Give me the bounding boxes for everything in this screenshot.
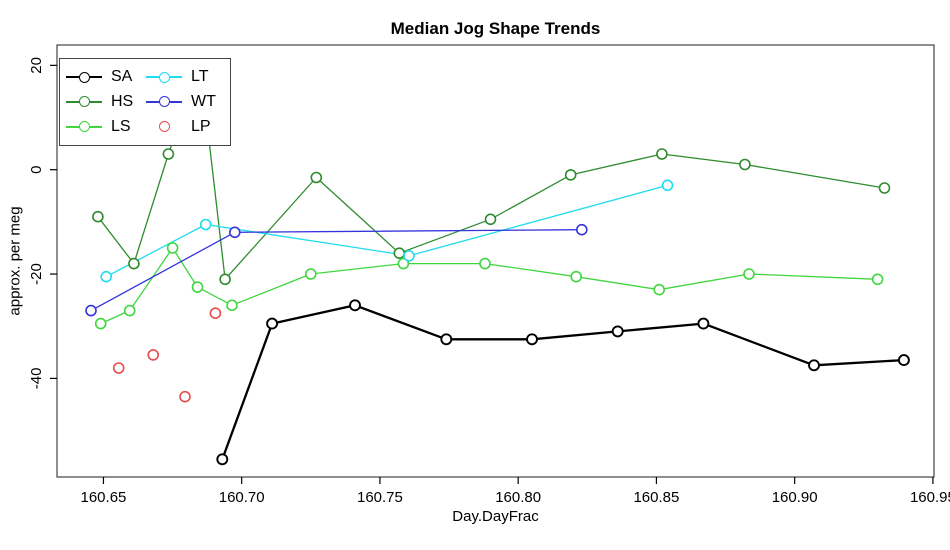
x-tick-label: 160.75 bbox=[357, 489, 403, 506]
data-point-LT bbox=[403, 250, 415, 262]
data-point-SA bbox=[897, 354, 910, 367]
data-point-LS bbox=[94, 317, 107, 330]
data-point-LS bbox=[871, 273, 884, 286]
legend-marker-icon bbox=[66, 120, 102, 133]
data-point-HS bbox=[128, 257, 140, 270]
series-line-HS bbox=[97, 63, 885, 280]
data-point-LP bbox=[112, 362, 125, 374]
legend-entry-wt: WT bbox=[146, 90, 230, 113]
legend-marker-icon bbox=[66, 95, 102, 108]
data-point-SA bbox=[349, 299, 361, 312]
y-tick-label: 20 bbox=[28, 57, 45, 74]
data-point-HS bbox=[310, 171, 323, 184]
data-point-SA bbox=[611, 325, 624, 338]
data-point-LS bbox=[226, 299, 238, 312]
legend-label: LT bbox=[191, 68, 209, 86]
series-line-SA bbox=[221, 304, 904, 460]
data-point-LS bbox=[570, 270, 583, 283]
data-point-HS bbox=[739, 158, 751, 171]
legend-label: HS bbox=[111, 92, 134, 110]
data-point-HS bbox=[878, 182, 891, 194]
legend-box: SA LT HS WT LS LP bbox=[59, 58, 231, 146]
legend-marker-icon bbox=[146, 95, 182, 108]
series-line-LT bbox=[105, 184, 668, 278]
legend-label: LP bbox=[191, 117, 211, 135]
y-axis-title: approx. per meg bbox=[6, 206, 24, 316]
data-point-SA bbox=[440, 333, 453, 346]
data-point-HS bbox=[484, 213, 497, 226]
data-point-LS bbox=[479, 257, 491, 270]
legend-label: WT bbox=[191, 92, 216, 110]
data-point-WT bbox=[85, 304, 97, 317]
data-point-LS bbox=[397, 257, 410, 270]
legend-marker-icon bbox=[146, 71, 182, 84]
data-point-WT bbox=[575, 223, 588, 236]
data-point-LP bbox=[179, 390, 191, 403]
data-point-LS bbox=[123, 304, 136, 317]
data-point-HS bbox=[162, 148, 175, 160]
data-point-LT bbox=[199, 218, 212, 231]
data-point-SA bbox=[216, 453, 229, 466]
data-point-HS bbox=[656, 148, 668, 160]
data-point-SA bbox=[697, 317, 710, 330]
x-tick-label: 160.70 bbox=[219, 489, 265, 506]
x-axis-title: Day.DayFrac bbox=[452, 508, 539, 525]
y-tick-label: -40 bbox=[28, 368, 45, 390]
series-line-WT bbox=[90, 229, 582, 312]
legend-marker-icon bbox=[146, 120, 182, 133]
legend-entry-lp: LP bbox=[146, 115, 230, 138]
chart-title: Median Jog Shape Trends bbox=[390, 19, 601, 38]
data-point-SA bbox=[526, 333, 538, 346]
legend-entry-hs: HS bbox=[66, 90, 146, 113]
data-point-LS bbox=[653, 283, 666, 296]
legend-label: LS bbox=[111, 117, 131, 135]
y-tick-label: -20 bbox=[28, 263, 45, 285]
legend-marker-icon bbox=[66, 71, 102, 84]
series-line-LS bbox=[100, 247, 878, 325]
legend-label: SA bbox=[111, 68, 133, 86]
data-point-LP bbox=[209, 307, 222, 320]
data-point-LS bbox=[743, 268, 755, 280]
data-point-SA bbox=[808, 359, 820, 372]
legend-entry-lt: LT bbox=[146, 66, 230, 89]
y-tick-label: 0 bbox=[28, 166, 45, 174]
data-point-HS bbox=[393, 247, 406, 259]
legend-entry-sa: SA bbox=[66, 66, 146, 89]
data-point-SA bbox=[266, 317, 279, 330]
data-point-LP bbox=[147, 349, 159, 361]
x-tick-label: 160.85 bbox=[633, 489, 679, 506]
data-point-LT bbox=[661, 179, 674, 192]
data-point-LT bbox=[100, 270, 112, 283]
x-tick-label: 160.80 bbox=[495, 489, 541, 506]
data-point-HS bbox=[564, 169, 577, 181]
data-point-WT bbox=[229, 226, 241, 239]
data-point-HS bbox=[219, 273, 231, 286]
data-point-LS bbox=[191, 281, 204, 293]
data-point-LS bbox=[166, 242, 179, 254]
plot-frame bbox=[56, 44, 935, 478]
data-point-LS bbox=[304, 268, 317, 280]
x-tick-label: 160.95 bbox=[910, 489, 950, 506]
x-tick-label: 160.90 bbox=[772, 489, 818, 506]
legend-entry-ls: LS bbox=[66, 115, 146, 138]
x-tick-label: 160.65 bbox=[81, 489, 127, 506]
data-point-HS bbox=[92, 210, 104, 223]
